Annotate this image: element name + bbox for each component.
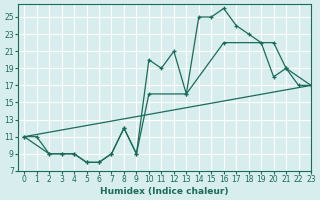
X-axis label: Humidex (Indice chaleur): Humidex (Indice chaleur) <box>100 187 229 196</box>
